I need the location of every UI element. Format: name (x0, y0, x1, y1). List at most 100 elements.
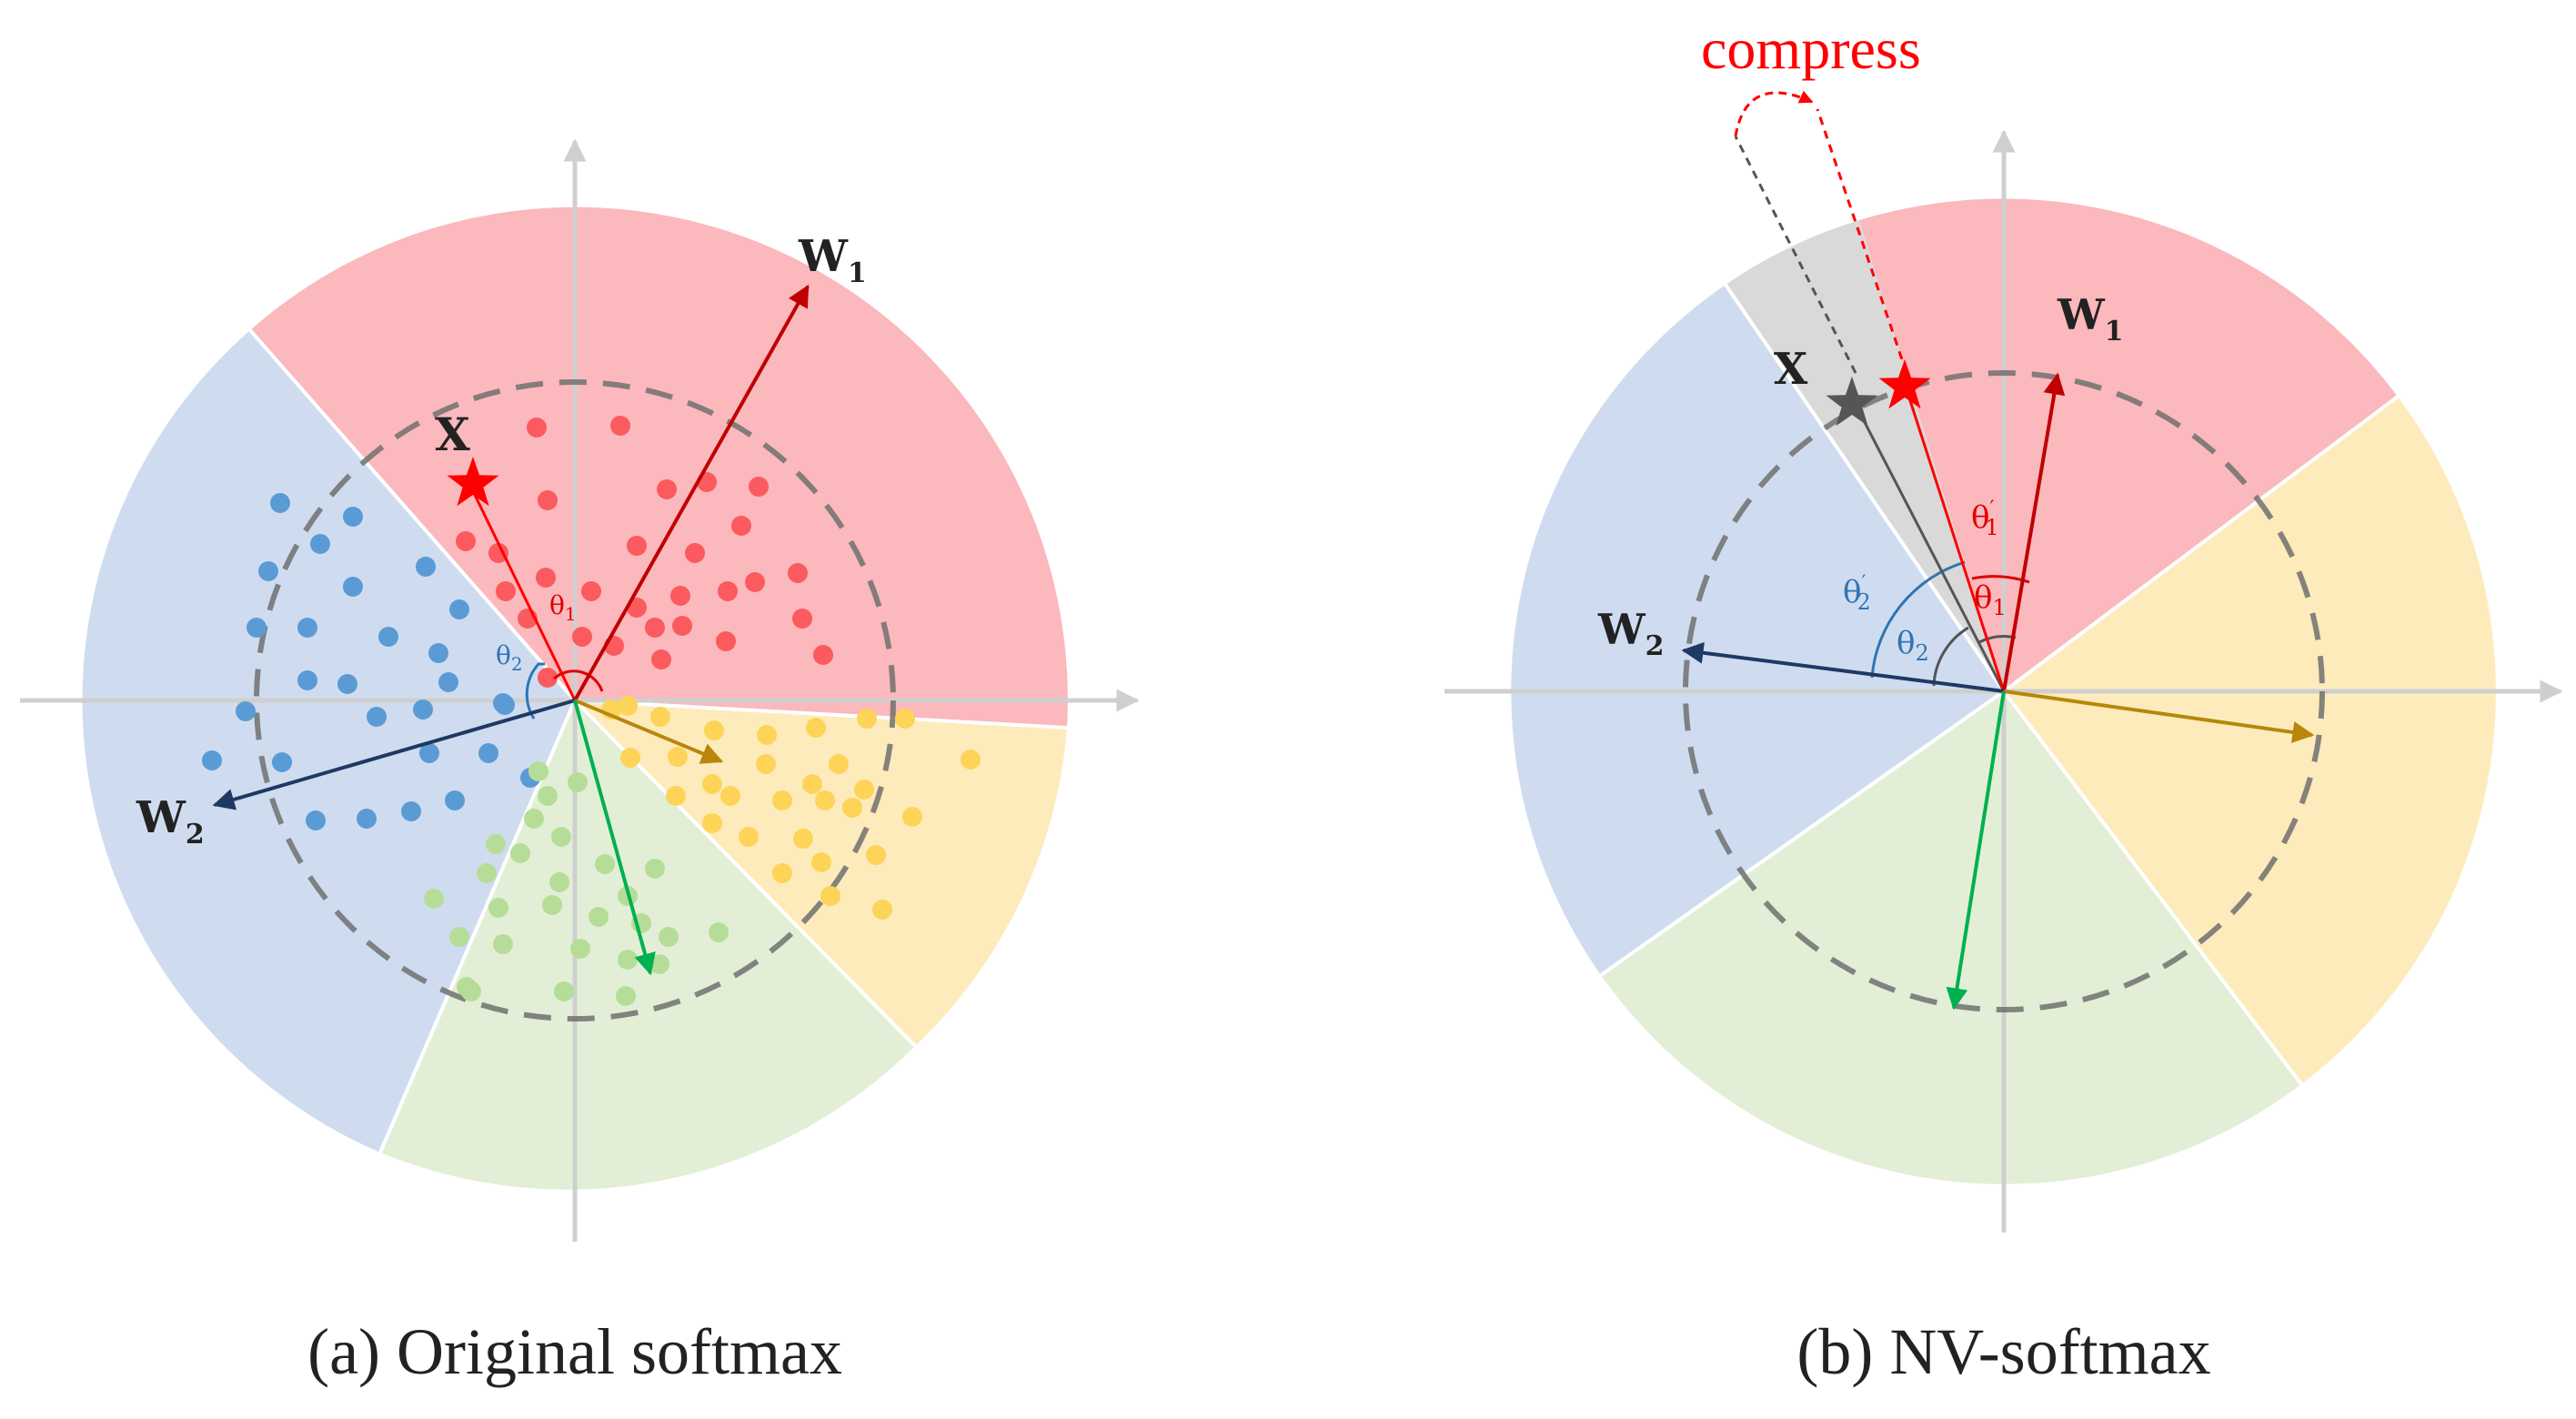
panel-b-w2-arrow (1681, 641, 2005, 693)
panel-b-x-red-vector (1905, 388, 2006, 692)
panel-a-red-feature-dot (488, 543, 508, 563)
panel-b-dashed-circle (1683, 370, 2325, 1012)
panel-a-red-feature-dot (792, 609, 812, 629)
panel-a-red-feature-dot (527, 418, 547, 438)
panel-a-x-star (447, 457, 499, 507)
panel-a-blue-feature-dot (270, 493, 290, 513)
panel-a-w1-arrow (573, 284, 810, 701)
panel-a-green-feature-dot (510, 843, 530, 863)
panel-a-yellow-feature-dot (704, 720, 724, 740)
panel-a-theta1-label: θ1 (549, 590, 577, 625)
panel-a-green-feature-dot (477, 863, 497, 883)
panel-b-red-dotted-guide (1816, 108, 1908, 374)
panel-a-x-label: X (435, 408, 470, 461)
panel-a-green-feature-dot (493, 934, 513, 954)
panel-b-compress-arrow (1734, 90, 1814, 137)
panel-a-red-feature-dot (745, 572, 765, 592)
panel-a-red-feature-dot (581, 581, 601, 601)
panel-a-blue-feature-dot (495, 695, 515, 715)
panel-a-blue-feature-dot (445, 790, 465, 810)
panel-a-yellow-feature-dot (757, 725, 777, 745)
panel-a-red-feature-dot (788, 563, 808, 583)
panel-a-yellow-feature-dot (620, 748, 640, 768)
panel-a: W1 W2 X θ1 θ2 (a) Original softmax (20, 138, 1140, 1388)
panel-a-blue-feature-dot (401, 801, 421, 821)
panel-b-gray-dotted-guide (1734, 136, 1857, 374)
panel-b-red-region (1859, 198, 2398, 691)
panel-a-red-feature-dot (651, 649, 671, 669)
panel-a-red-feature-dot (572, 627, 592, 647)
panel-a-green-feature-dot (595, 854, 615, 874)
panel-a-yellow-region (575, 700, 1067, 1046)
panel-a-blue-feature-dot (258, 561, 278, 581)
panel-a-w1-label: W1 (798, 231, 867, 289)
panel-a-yellow-feature-dot (820, 886, 840, 906)
panel-b-theta2-label: θ2 (1897, 625, 1929, 666)
panel-a-yellow-feature-dot (666, 786, 686, 806)
panel-a-region-borders (248, 328, 1068, 1153)
panel-a-green-arrow (573, 699, 656, 976)
panel-a-green-feature-dot (524, 809, 544, 829)
panel-b-x-gray-vector (1854, 404, 2006, 692)
panel-a-blue-feature-dot (449, 599, 469, 619)
panel-a-yellow-feature-dot (618, 696, 638, 716)
panel-a-yellow-feature-dot (829, 754, 849, 774)
panel-a-green-feature-dot (486, 834, 506, 854)
panel-a-red-feature-dot (670, 586, 690, 606)
panel-a-blue-feature-dot (378, 627, 398, 647)
panel-b-theta1p-arc (1971, 575, 2030, 584)
panel-a-green-feature-dot (570, 939, 590, 959)
panel-b-theta2-arc (1932, 626, 1969, 687)
panel-a-red-feature-dot (627, 536, 647, 556)
panel-a-blue-feature-dot (202, 750, 222, 770)
panel-b-x-compressed-star (1878, 359, 1931, 409)
panel-b-theta1p-label: θ′ 1 (1971, 498, 1999, 540)
panel-a-yellow-feature-dot (902, 807, 922, 827)
panel-a-yellow-feature-dot (772, 790, 792, 810)
panel-a-theta1-arc (553, 669, 604, 692)
panel-b-compress-label: compress (1701, 16, 1921, 81)
panel-a-green-feature-dot (551, 827, 571, 847)
panel-a-dashed-circle (254, 379, 896, 1021)
panel-a-yellow-feature-dot (793, 829, 813, 849)
panel-a-red-feature-dot (718, 581, 738, 601)
panel-b-w1-label: W1 (2057, 290, 2124, 347)
panel-a-blue-feature-dot (337, 674, 357, 694)
panel-a-red-feature-dot (538, 668, 558, 688)
panel-a-yellow-feature-dot (668, 747, 688, 767)
panel-a-yellow-feature-dot (650, 707, 670, 727)
panel-a-green-feature-dot (542, 895, 562, 915)
panel-a-green-feature-dot (538, 786, 558, 806)
panel-a-blue-feature-dot (413, 699, 433, 720)
panel-b-w2-label: W2 (1597, 605, 1665, 662)
panel-a-yellow-feature-dot (756, 754, 776, 774)
panel-a-green-feature-dot (645, 859, 665, 879)
panel-a-yellow-feature-dot (802, 774, 822, 794)
panel-a-blue-feature-dot (272, 752, 292, 772)
panel-a-blue-feature-dot (419, 743, 439, 763)
panel-a-red-feature-dot (610, 416, 630, 436)
panel-a-blue-feature-dot (357, 809, 377, 829)
panel-a-yellow-feature-dot (815, 790, 835, 810)
panel-a-yellow-feature-dot (866, 845, 886, 865)
panel-a-green-feature-dot (618, 950, 638, 970)
panel-a-green-feature-dot (568, 772, 588, 792)
panel-b-region-borders (1599, 283, 2400, 1086)
panel-a-blue-feature-dot (478, 743, 498, 763)
panel-a-blue-feature-dot (306, 810, 326, 830)
panel-a-blue-region (82, 330, 575, 1152)
panel-a-yellow-feature-dot (772, 863, 792, 883)
panel-a-w2-arrow (212, 699, 576, 810)
panel-a-blue-feature-dot (310, 534, 330, 554)
panel-a-green-feature-dot (649, 954, 669, 974)
panel-b-w1-arrow (2002, 372, 2066, 692)
panel-b-green-region (1601, 691, 2301, 1184)
panel-a-green-feature-dot (549, 872, 569, 892)
panel-a-x-vector (471, 490, 577, 701)
panel-a-yellow-arrow (574, 699, 724, 764)
panel-a-red-region (250, 206, 1068, 729)
panel-a-blue-feature-dot (343, 507, 363, 527)
panel-b-theta2p-label: θ′ 2 (1843, 572, 1871, 615)
panel-a-red-feature-dot (672, 616, 692, 636)
